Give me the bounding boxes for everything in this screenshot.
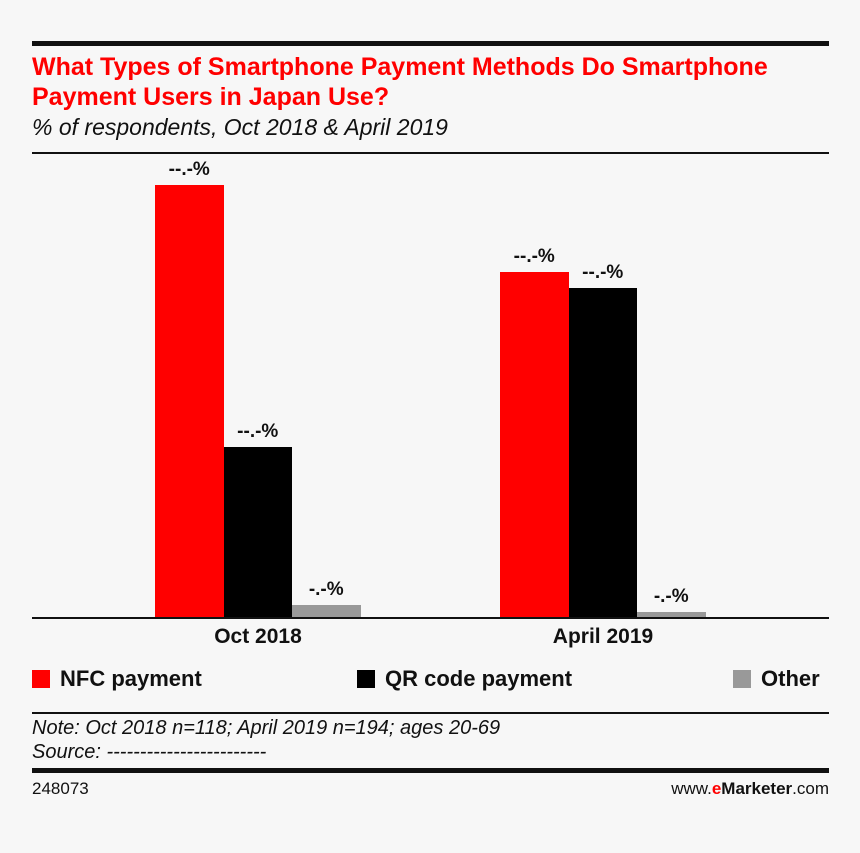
chart-title: What Types of Smartphone Payment Methods…: [32, 53, 768, 111]
category-label: Oct 2018: [214, 625, 302, 648]
legend-swatch: [32, 670, 50, 688]
brand-logo: www.eMarketer.com: [671, 779, 829, 798]
legend-label: NFC payment: [60, 666, 202, 691]
data-label: --.-%: [168, 159, 210, 180]
data-label: -.-%: [308, 579, 344, 600]
data-label: --.-%: [582, 262, 624, 283]
plot-area: --.-% --.-% --.-% --.-% -.-% -.-%: [155, 159, 706, 618]
data-label: --.-%: [513, 246, 555, 267]
note: Note: Oct 2018 n=118; April 2019 n=194; …: [32, 717, 501, 739]
bar: [637, 612, 706, 618]
bar: [292, 605, 361, 618]
legend-swatch: [733, 670, 751, 688]
legend-item-nfc: NFC payment: [32, 666, 202, 692]
data-label: --.-%: [237, 421, 279, 442]
data-label: -.-%: [653, 586, 689, 607]
baseline: [32, 617, 829, 619]
footer-rule: [32, 768, 829, 773]
chart-id: 248073: [32, 779, 89, 798]
bar: [223, 447, 292, 618]
legend-label: Other: [761, 666, 820, 691]
chart-subtitle: % of respondents, Oct 2018 & April 2019: [32, 114, 448, 140]
note-rule: [32, 712, 829, 714]
top-rule: [32, 41, 829, 46]
bar: [155, 185, 224, 618]
bar: [500, 272, 569, 618]
legend-label: QR code payment: [385, 666, 573, 691]
legend-item-other: Other: [733, 666, 820, 692]
header-rule: [32, 152, 829, 154]
legend-item-qr: QR code payment: [357, 666, 572, 692]
legend-swatch: [357, 670, 375, 688]
bar: [568, 288, 637, 618]
category-label: April 2019: [552, 625, 654, 648]
source: Source: ------------------------: [32, 741, 267, 763]
